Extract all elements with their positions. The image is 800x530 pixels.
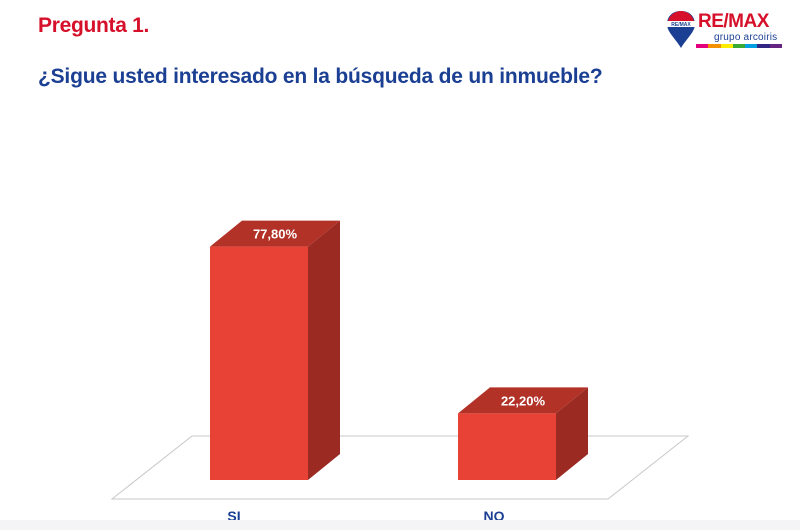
balloon-text: RE/MAX — [671, 22, 691, 28]
logo-subtitle: grupo arcoiris — [714, 32, 778, 43]
logo-stripe-segment — [708, 44, 721, 48]
logo-stripe-segment — [769, 44, 782, 48]
chart-floor — [110, 435, 690, 500]
bar-side-no — [556, 387, 588, 480]
logo-wordmark: RE/MAX — [698, 11, 769, 32]
question-title: ¿Sigue usted interesado en la búsqueda d… — [38, 65, 603, 88]
bar-no — [458, 413, 556, 480]
balloon-icon: RE/MAX — [667, 11, 695, 48]
data-label-si: 77,80% — [253, 227, 298, 242]
remax-logo: RE/MAX RE/MAX grupo arcoiris — [666, 10, 786, 52]
slide-label: Pregunta 1. — [38, 14, 150, 37]
bar-si — [210, 246, 308, 480]
logo-rainbow-stripe — [696, 44, 782, 48]
bar-top-si — [210, 220, 340, 247]
bar-side-si — [308, 220, 340, 480]
data-label-no: 22,20% — [501, 393, 546, 408]
logo-stripe-segment — [745, 44, 758, 48]
logo-stripe-segment — [732, 44, 746, 48]
logo-stripe-segment — [720, 44, 733, 48]
logo-stripe-segment — [757, 44, 770, 48]
footer-band — [0, 520, 800, 530]
logo-stripe-segment — [696, 44, 709, 48]
bar-top-no — [458, 387, 588, 414]
